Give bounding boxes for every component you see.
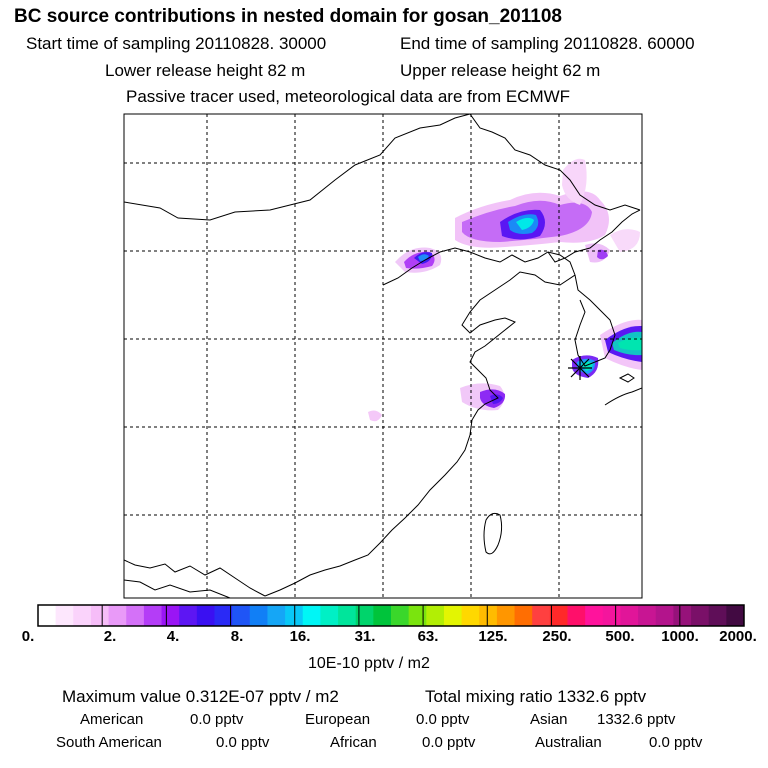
colorbar-swatch <box>479 605 498 626</box>
colorbar-swatch <box>302 605 321 626</box>
colorbar-swatch <box>726 605 745 626</box>
colorbar-swatch <box>673 605 692 626</box>
coastlines <box>124 114 642 598</box>
colorbar-label-7: 125. <box>478 628 508 645</box>
colorbar-swatch <box>214 605 233 626</box>
colorbar-swatch <box>38 605 57 626</box>
colorbar-swatch <box>461 605 480 626</box>
upper-release-height: Upper release height 62 m <box>400 61 601 80</box>
african-label: African <box>330 734 377 751</box>
colorbar-label-0: 0. <box>21 628 35 645</box>
colorbar-swatch <box>602 605 621 626</box>
south-american-label: South American <box>56 734 162 751</box>
total-mixing-ratio: Total mixing ratio 1332.6 pptv <box>425 687 647 706</box>
start-time: Start time of sampling 20110828. 30000 <box>26 34 327 53</box>
colorbar-swatch <box>355 605 374 626</box>
american-label: American <box>80 711 144 728</box>
european-label: European <box>305 711 371 728</box>
colorbar-swatch <box>443 605 463 626</box>
colorbar-swatch <box>179 605 198 626</box>
colorbar-label-4: 16. <box>289 628 311 645</box>
australian-value: 0.0 pptv <box>649 734 703 751</box>
colorbar-swatch <box>73 605 92 626</box>
colorbar-label-6: 63. <box>417 628 439 645</box>
colorbar-units: 10E-10 pptv / m2 <box>308 655 430 672</box>
asian-label: Asian <box>530 711 568 728</box>
colorbar-label-8: 250. <box>542 628 572 645</box>
colorbar-swatch <box>90 605 110 626</box>
colorbar-swatch <box>691 605 710 626</box>
plume-korea <box>572 319 642 378</box>
australian-label: Australian <box>535 734 602 751</box>
colorbar-swatch <box>426 605 445 626</box>
plume-northeast <box>455 158 640 263</box>
colorbar-frame <box>37 604 745 627</box>
data-source-note: Passive tracer used, meteorological data… <box>126 87 571 106</box>
colorbar-label-3: 8. <box>230 628 244 645</box>
colorbar-swatch <box>143 605 163 626</box>
colorbar-swatch <box>391 605 410 626</box>
colorbar-label-2: 4. <box>166 628 180 645</box>
colorbar-swatch <box>55 605 74 626</box>
receptor-star-icon <box>568 356 592 380</box>
map-frame <box>123 113 643 599</box>
lower-release-height: Lower release height 82 m <box>105 61 306 80</box>
colorbar-swatch <box>161 605 180 626</box>
african-value: 0.0 pptv <box>422 734 476 751</box>
colorbar-swatch <box>708 605 727 626</box>
colorbar-label-1: 2. <box>103 628 117 645</box>
colorbar-label-11: 2000. <box>719 628 757 645</box>
colorbar-swatch <box>549 605 568 626</box>
colorbar <box>38 605 745 626</box>
colorbar-swatch <box>108 605 127 626</box>
colorbar-swatch <box>532 605 551 626</box>
asian-value: 1332.6 pptv <box>597 711 676 728</box>
colorbar-label-10: 1000. <box>661 628 699 645</box>
plume-beijing <box>395 247 442 273</box>
colorbar-swatch <box>620 605 639 626</box>
colorbar-swatch <box>232 605 251 626</box>
plot-title: BC source contributions in nested domain… <box>14 6 562 27</box>
colorbar-swatch <box>585 605 604 626</box>
graticule <box>124 114 642 598</box>
colorbar-swatch <box>285 605 304 626</box>
colorbar-swatch <box>338 605 357 626</box>
colorbar-swatch <box>514 605 533 626</box>
colorbar-label-9: 500. <box>605 628 635 645</box>
colorbar-swatch <box>567 605 586 626</box>
colorbar-swatch <box>655 605 674 626</box>
colorbar-swatch <box>408 605 427 626</box>
european-value: 0.0 pptv <box>416 711 470 728</box>
colorbar-swatch <box>196 605 215 626</box>
colorbar-swatch <box>126 605 145 626</box>
colorbar-label-5: 31. <box>354 628 376 645</box>
plume-shanghai <box>368 383 506 422</box>
end-time: End time of sampling 20110828. 60000 <box>400 34 695 53</box>
american-value: 0.0 pptv <box>190 711 244 728</box>
colorbar-swatch <box>373 605 392 626</box>
south-american-value: 0.0 pptv <box>216 734 270 751</box>
colorbar-swatch <box>638 605 657 626</box>
maximum-value: Maximum value 0.312E-07 pptv / m2 <box>62 687 339 706</box>
colorbar-swatch <box>320 605 339 626</box>
colorbar-swatch <box>496 605 516 626</box>
colorbar-swatch <box>267 605 286 626</box>
colorbar-swatch <box>249 605 268 626</box>
